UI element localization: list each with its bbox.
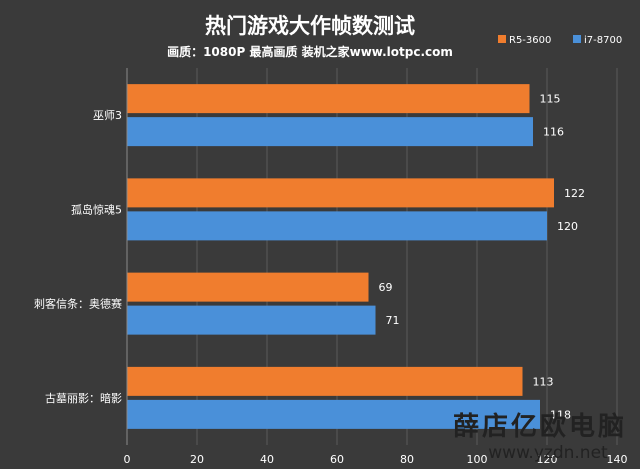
value-label: 71 bbox=[386, 314, 400, 327]
bar-R5-3600-3 bbox=[127, 366, 523, 396]
category-label: 巫师3 bbox=[93, 109, 122, 122]
x-tick-label: 0 bbox=[124, 453, 131, 466]
bar-i7-8700-0 bbox=[127, 117, 533, 147]
legend-label: R5-3600 bbox=[509, 35, 551, 46]
x-tick-label: 60 bbox=[330, 453, 344, 466]
x-tick-label: 140 bbox=[607, 453, 628, 466]
value-label: 118 bbox=[550, 408, 571, 421]
bar-R5-3600-0 bbox=[127, 84, 530, 114]
chart-subtitle: 画质：1080P 最高画质 装机之家www.lotpc.com bbox=[167, 44, 453, 59]
category-label: 刺客信条：奥德赛 bbox=[34, 297, 122, 311]
x-tick-label: 80 bbox=[400, 453, 414, 466]
value-label: 116 bbox=[543, 126, 564, 139]
legend-label: i7-8700 bbox=[584, 35, 622, 46]
bar-i7-8700-1 bbox=[127, 211, 547, 241]
chart-title: 热门游戏大作帧数测试 bbox=[205, 14, 415, 38]
bar-R5-3600-2 bbox=[127, 272, 369, 302]
category-label: 古墓丽影：暗影 bbox=[45, 391, 122, 405]
x-tick-label: 120 bbox=[537, 453, 558, 466]
watermark-chinese: 薛店亿欧电脑 bbox=[453, 411, 627, 442]
bar-i7-8700-3 bbox=[127, 399, 540, 429]
bars: 115 116 122 120 69 71 113 118 bbox=[127, 84, 585, 429]
legend-swatch bbox=[498, 35, 506, 43]
value-label: 120 bbox=[557, 220, 578, 233]
value-label: 69 bbox=[379, 281, 393, 294]
bar-i7-8700-2 bbox=[127, 305, 376, 335]
legend-swatch bbox=[573, 35, 581, 43]
bar-R5-3600-1 bbox=[127, 178, 554, 208]
legend: R5-3600 i7-8700 bbox=[498, 35, 622, 46]
x-tick-label: 20 bbox=[190, 453, 204, 466]
category-label: 孤岛惊魂5 bbox=[71, 202, 122, 216]
value-label: 113 bbox=[533, 375, 554, 388]
watermark-url: www.yzdn.net bbox=[488, 443, 608, 463]
watermark: 薛店亿欧电脑 www.yzdn.net bbox=[453, 411, 627, 463]
x-tick-label: 40 bbox=[260, 453, 274, 466]
value-label: 115 bbox=[540, 93, 561, 106]
x-tick-label: 100 bbox=[467, 453, 488, 466]
value-label: 122 bbox=[564, 187, 585, 200]
x-tick-labels: 0 20 40 60 80 100 120 140 bbox=[124, 453, 628, 466]
